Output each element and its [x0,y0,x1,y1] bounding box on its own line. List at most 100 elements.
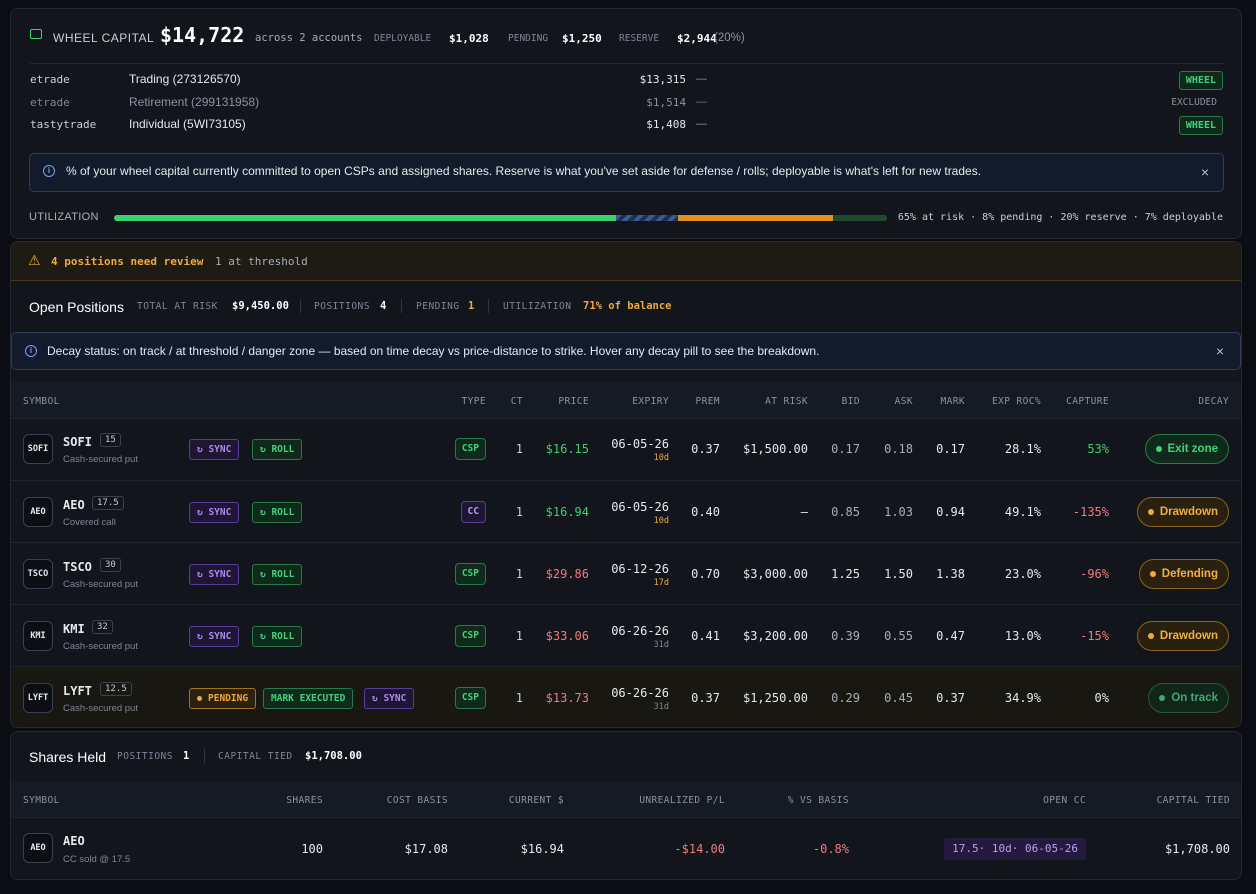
table-row[interactable]: AEO AEO CC sold @ 17.5 100 $17.08 $16.94… [11,817,1241,879]
current-price: $16.94 [520,842,564,856]
bid: 1.25 [831,567,860,581]
col-capital-tied[interactable]: CAPITAL TIED [1156,795,1230,806]
divider [204,749,205,763]
table-row[interactable]: AEO AEO 17.5 Covered call ↻ SYNC ↻ ROLL … [11,480,1241,542]
col-unrealized[interactable]: UNREALIZED P/L [639,795,725,806]
decay-pill[interactable]: Drawdown [1136,497,1229,527]
col-capture[interactable]: CAPTURE [1066,396,1109,407]
decay-pill[interactable]: Defending [1138,559,1229,589]
col-decay[interactable]: DECAY [1198,396,1229,407]
account-dash: — [696,96,707,108]
sync-button[interactable]: ↻ SYNC [189,502,240,523]
col-symbol[interactable]: SYMBOL [23,396,60,407]
decay-pill[interactable]: On track [1148,683,1229,713]
review-alert-sub: 1 at threshold [215,255,308,268]
price: $33.06 [545,629,589,643]
premium: 0.40 [691,505,720,519]
sync-button[interactable]: ↻ SYNC [189,439,240,460]
account-row[interactable]: etrade Trading (273126570) $13,315 — WHE… [11,71,1241,91]
roll-button[interactable]: ↻ ROLL [252,626,303,647]
roll-button[interactable]: ↻ ROLL [252,564,303,585]
open-positions-card: ⚠ 4 positions need review 1 at threshold… [10,241,1242,728]
sync-button[interactable]: ↻ SYNC [364,688,415,709]
price: $13.73 [545,691,589,705]
ask: 0.55 [884,629,913,643]
account-name: Individual (5WI73105) [129,117,246,131]
status-dot-icon [1147,509,1154,515]
decay-info-banner: i Decay status: on track / at threshold … [11,332,1241,370]
sync-button[interactable]: ↻ SYNC [189,564,240,585]
col-price[interactable]: PRICE [558,396,589,407]
pending-label: PENDING [208,693,249,704]
capital-tied: $1,708.00 [1164,842,1230,856]
unrealized-pl: -$14.00 [674,842,725,856]
strike-badge: 17.5 [92,496,124,510]
roll-button[interactable]: ↻ ROLL [252,502,303,523]
decay-pill[interactable]: Drawdown [1136,621,1229,651]
col-at-risk[interactable]: AT RISK [765,396,808,407]
decay-pill[interactable]: Exit zone [1144,434,1229,464]
table-header: SYMBOL TYPE CT PRICE EXPIRY PREM AT RISK… [11,382,1241,418]
col-ask[interactable]: ASK [894,396,913,407]
premium: 0.37 [691,691,720,705]
capital-info-banner: i % of your wheel capital currently comm… [29,153,1224,192]
pending-value: 1 [468,300,475,312]
account-dash: — [696,73,707,85]
table-row[interactable]: SOFI SOFI 15 Cash-secured put ↻ SYNC ↻ R… [11,418,1241,480]
pending-label: PENDING [508,33,549,44]
table-row[interactable]: KMI KMI 32 Cash-secured put ↻ SYNC ↻ ROL… [11,604,1241,666]
roll-button[interactable]: ↻ ROLL [252,439,303,460]
utilization-reserve-segment [678,215,833,221]
position-type-label: Cash-secured put [63,579,138,590]
total-at-risk-label: TOTAL AT RISK [137,301,218,312]
at-risk: $1,250.00 [742,691,808,705]
account-balance: $1,408 [646,118,686,131]
review-alert-text: 4 positions need review [51,255,204,268]
col-symbol[interactable]: SYMBOL [23,795,60,806]
account-row[interactable]: etrade Retirement (299131958) $1,514 — E… [11,94,1241,114]
ask: 0.45 [884,691,913,705]
col-mark[interactable]: MARK [940,396,965,407]
contracts: 1 [515,691,523,705]
review-alert[interactable]: ⚠ 4 positions need review 1 at threshold [11,242,1241,281]
status-dot-icon [1149,571,1156,577]
cc-sold-label: CC sold @ 17.5 [63,854,131,865]
divider [300,299,301,313]
col-current[interactable]: CURRENT $ [508,795,564,806]
col-ct[interactable]: CT [510,396,523,407]
warning-icon: ⚠ [28,252,41,268]
ticker: AEO [63,834,85,848]
table-row[interactable]: TSCO TSCO 30 Cash-secured put ↻ SYNC ↻ R… [11,542,1241,604]
position-type-label: Cash-secured put [63,641,138,652]
col-bid[interactable]: BID [841,396,860,407]
cost-basis: $17.08 [404,842,448,856]
ticker: SOFI [63,435,92,449]
col-prem[interactable]: PREM [695,396,720,407]
mark-executed-button[interactable]: MARK EXECUTED [263,688,354,709]
col-open-cc[interactable]: OPEN CC [1043,795,1086,806]
symbol-icon: TSCO [23,559,53,589]
col-vs-basis[interactable]: % VS BASIS [787,795,849,806]
positions-label: POSITIONS [314,301,370,312]
strike-badge: 30 [100,558,121,572]
col-type[interactable]: TYPE [461,396,486,407]
table-row[interactable]: LYFT LYFT 12.5 Cash-secured put PENDING … [11,666,1241,727]
positions-value: 4 [380,300,387,312]
at-risk: — [800,505,808,519]
account-row[interactable]: tastytrade Individual (5WI73105) $1,408 … [11,116,1241,136]
close-icon[interactable]: × [1200,164,1209,180]
total-at-risk-value: $9,450.00 [232,300,289,312]
col-cost-basis[interactable]: COST BASIS [386,795,448,806]
close-icon[interactable]: × [1215,343,1224,359]
col-shares[interactable]: SHARES [286,795,323,806]
type-badge: CSP [454,563,486,585]
col-exp-roc[interactable]: EXP ROC% [992,396,1041,407]
divider [488,299,489,313]
premium: 0.37 [691,442,720,456]
contracts: 1 [515,442,523,456]
sync-button[interactable]: ↻ SYNC [189,626,240,647]
wheel-capital-card: WHEEL CAPITAL $14,722 across 2 accounts … [10,8,1242,239]
pending-badge[interactable]: PENDING [189,688,257,709]
open-cc-chip[interactable]: 17.5· 10d· 06-05-26 [944,838,1086,860]
col-expiry[interactable]: EXPIRY [632,396,669,407]
